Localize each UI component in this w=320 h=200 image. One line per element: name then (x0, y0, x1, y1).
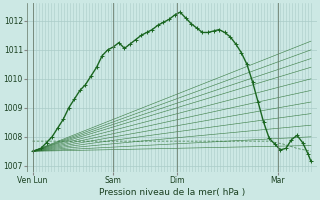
X-axis label: Pression niveau de la mer( hPa ): Pression niveau de la mer( hPa ) (99, 188, 245, 197)
